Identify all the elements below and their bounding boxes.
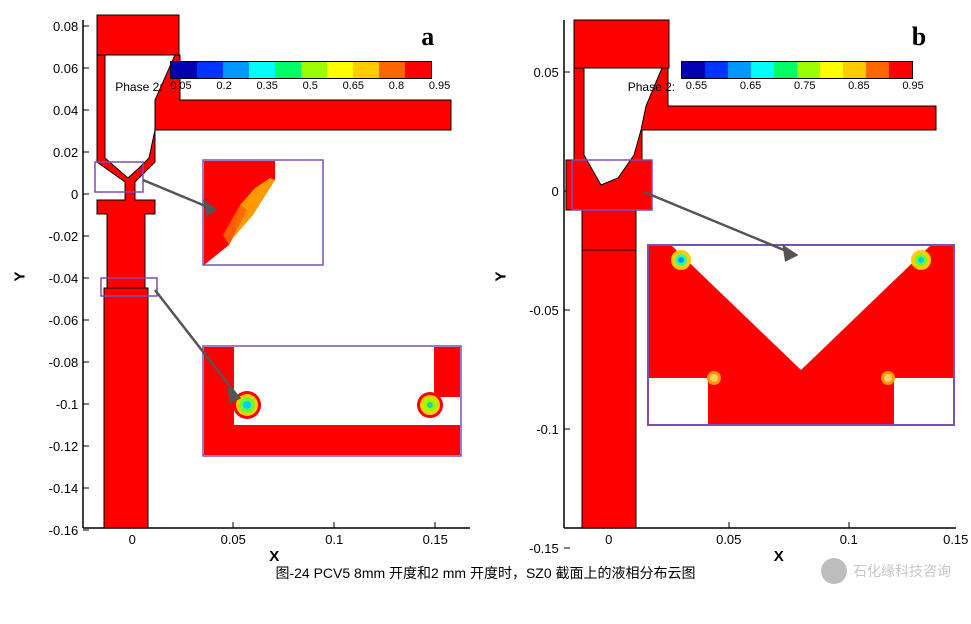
ylabel-b: Y — [492, 271, 509, 281]
watermark: 石化缘科技咨询 — [821, 558, 951, 584]
panel-label-b: b — [912, 22, 926, 52]
ytick: 0.05 — [514, 65, 559, 80]
colorbar-b — [681, 61, 911, 79]
phase-label-a: Phase 2: — [115, 80, 162, 94]
ytick: 0 — [514, 184, 559, 199]
colorbar-labels-b: 0.550.65 0.750.85 0.95 — [686, 80, 924, 92]
xtick: 0 — [589, 532, 629, 547]
panel-label-a: a — [421, 22, 434, 52]
ytick: -0.05 — [514, 303, 559, 318]
ytick: -0.12 — [33, 439, 78, 454]
ytick: 0.06 — [33, 61, 78, 76]
ytick: -0.06 — [33, 313, 78, 328]
xlabel-b: X — [774, 548, 784, 565]
ylabel-a: Y — [12, 271, 29, 281]
colorbar-a — [170, 61, 430, 79]
ytick: 0 — [33, 187, 78, 202]
phase-label-b: Phase 2: — [628, 80, 675, 94]
ytick: -0.1 — [33, 397, 78, 412]
ytick: -0.08 — [33, 355, 78, 370]
ytick: -0.14 — [33, 481, 78, 496]
xtick: 0.05 — [213, 532, 253, 547]
ytick: -0.04 — [33, 271, 78, 286]
ytick: -0.15 — [514, 541, 559, 556]
xlabel-a: X — [269, 548, 279, 565]
colorbar-labels-a: 0.050.2 0.350.5 0.650.8 0.95 — [170, 80, 450, 92]
ytick: -0.1 — [514, 422, 559, 437]
watermark-icon — [821, 558, 847, 584]
watermark-text: 石化缘科技咨询 — [853, 561, 951, 581]
inset1-content-a — [204, 161, 322, 265]
colorbar-strip-a — [170, 61, 432, 79]
xtick: 0.15 — [936, 532, 971, 547]
ytick: 0.04 — [33, 103, 78, 118]
xtick: 0.1 — [829, 532, 869, 547]
ytick: -0.16 — [33, 523, 78, 538]
inset-b — [648, 245, 954, 425]
xtick: 0.1 — [314, 532, 354, 547]
xtick: 0 — [112, 532, 152, 547]
ytick: -0.02 — [33, 229, 78, 244]
colorbar-strip-b — [681, 61, 913, 79]
ytick: 0.08 — [33, 19, 78, 34]
xtick: 0.15 — [415, 532, 455, 547]
plot-b: b X Y Phase 2: 0.550.65 0.750.85 0.95 0.… — [496, 10, 956, 555]
inset2-content-a — [204, 347, 460, 455]
figure-container: a X Y Phase 2: 0.050.2 0.350.5 0.650.8 0… — [0, 0, 971, 555]
ytick: 0.02 — [33, 145, 78, 160]
plot-a: a X Y Phase 2: 0.050.2 0.350.5 0.650.8 0… — [15, 10, 475, 555]
xtick: 0.05 — [709, 532, 749, 547]
